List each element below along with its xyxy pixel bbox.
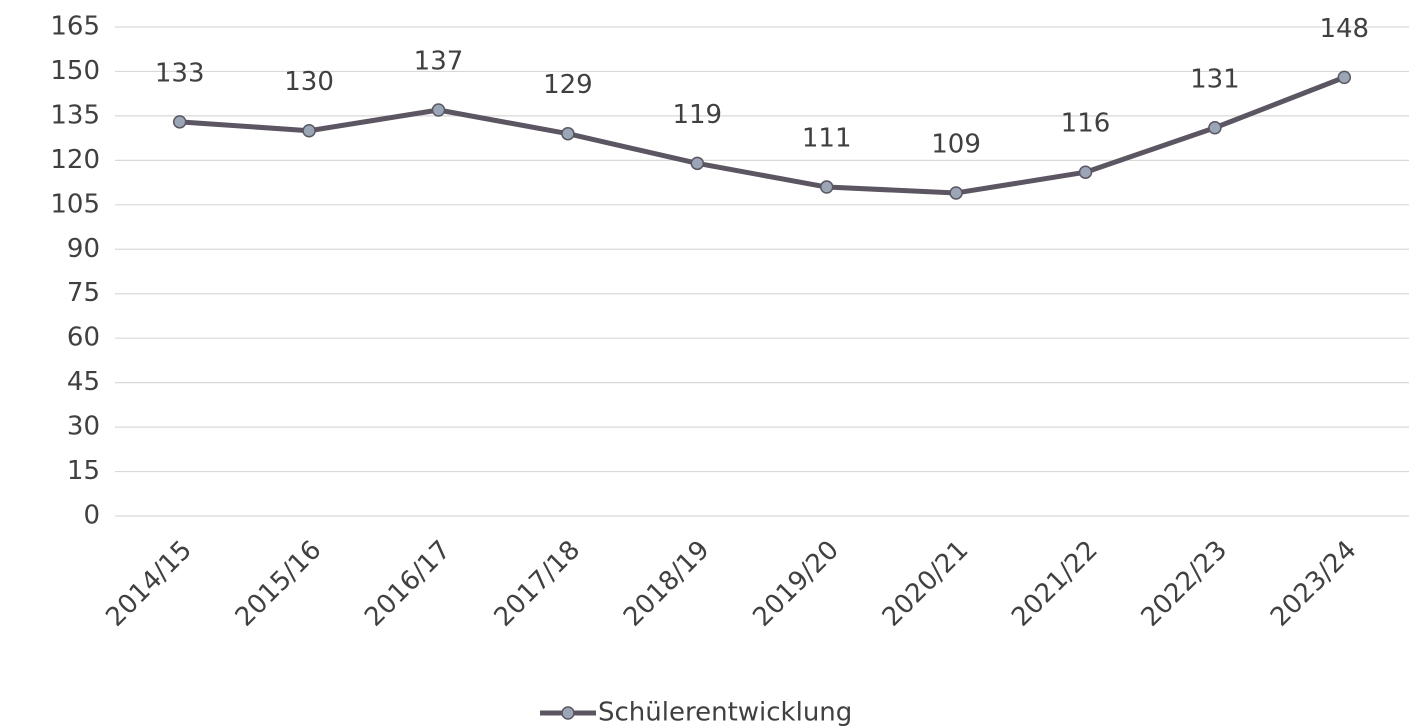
point (1078, 165, 1093, 179)
point (561, 126, 575, 141)
y-tick-label: 90 (67, 234, 100, 264)
x-tick-label: 2021/22 (1006, 535, 1104, 633)
y-tick-label: 165 (50, 12, 100, 42)
data-label: 119 (672, 100, 722, 130)
point (1337, 70, 1352, 85)
point (431, 103, 446, 117)
point (949, 186, 963, 200)
point (690, 156, 705, 171)
data-label: 133 (155, 58, 205, 88)
point (819, 180, 834, 194)
data-label: 130 (284, 67, 334, 97)
x-tick-label: 2023/24 (1265, 535, 1363, 633)
data-label: 111 (802, 124, 852, 154)
y-tick-label: 150 (50, 56, 100, 86)
series-line (179, 75, 1346, 196)
x-tick-label: 2020/21 (877, 535, 975, 633)
legend-label: Schülerentwicklung (598, 698, 852, 728)
y-tick-label: 0 (83, 501, 100, 531)
data-label: 116 (1061, 109, 1111, 139)
data-label: 129 (543, 70, 593, 100)
x-tick-label: 2014/15 (100, 535, 198, 633)
point (302, 123, 316, 138)
data-label: 137 (414, 46, 464, 76)
y-tick-label: 105 (50, 189, 100, 219)
data-label: 131 (1190, 64, 1240, 94)
y-tick-label: 15 (67, 456, 100, 486)
y-tick-label: 60 (67, 323, 100, 353)
y-tick-label: 45 (67, 367, 100, 397)
point (1208, 121, 1222, 135)
y-tick-label: 120 (50, 145, 100, 175)
x-tick-label: 2019/20 (747, 535, 845, 633)
y-tick-label: 75 (67, 278, 100, 308)
y-tick-label: 135 (50, 100, 100, 130)
x-tick-label: 2018/19 (618, 535, 716, 633)
x-tick-label: 2016/17 (359, 535, 457, 633)
legend-marker (561, 706, 575, 720)
point (172, 115, 187, 129)
data-label: 148 (1319, 14, 1369, 44)
x-tick-label: 2022/23 (1136, 535, 1234, 633)
x-tick-label: 2015/16 (230, 535, 328, 633)
data-label: 109 (931, 129, 981, 159)
x-tick-label: 2017/18 (489, 535, 587, 633)
y-tick-label: 30 (67, 412, 100, 442)
